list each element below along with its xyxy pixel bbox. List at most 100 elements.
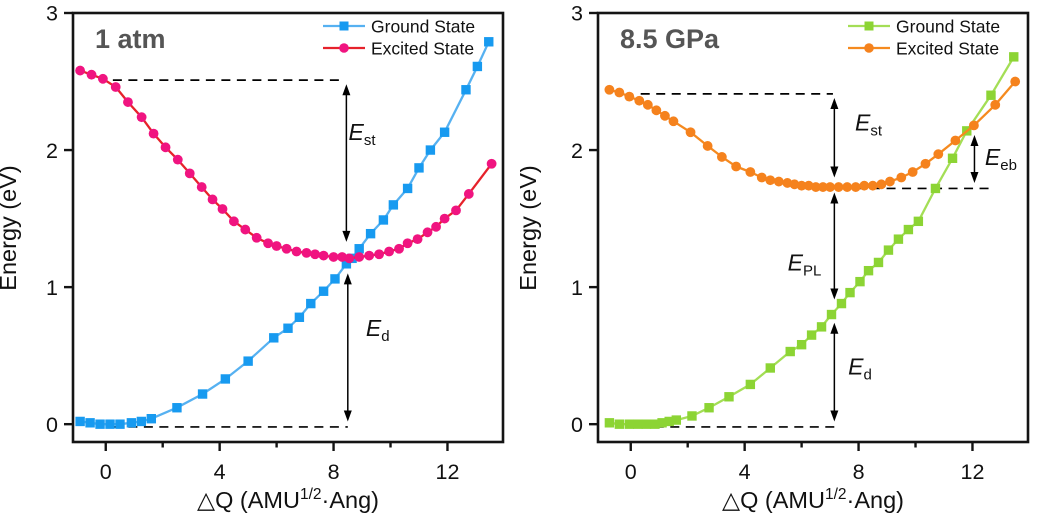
arrowhead-up [342,84,351,96]
excited-marker [867,180,878,191]
ground-marker [816,322,827,332]
ground-marker [115,419,125,429]
ground-marker [903,224,914,235]
energy-label-st: Est [855,110,883,140]
ground-marker [439,127,450,137]
ground-marker [283,323,293,333]
ground-marker [913,216,924,227]
excited-marker [301,247,312,258]
ground-curve [609,56,1015,426]
legend-label: Excited State [371,38,474,58]
y-axis-title: Energy (eV) [0,165,21,290]
excited-marker [990,99,1001,110]
excited-marker [136,112,147,123]
excited-marker [148,128,159,139]
excited-marker [344,253,355,264]
excited-marker [745,167,756,177]
excited-marker [685,127,696,138]
excited-marker [422,227,433,238]
ground-marker [604,418,615,428]
excited-marker [660,110,670,121]
excited-marker [668,116,679,127]
excited-marker [634,95,645,106]
ground-marker [724,392,734,402]
excited-marker [765,175,776,186]
ground-marker [785,346,795,357]
ground-marker [1009,52,1019,62]
excited-marker [850,182,861,192]
ground-marker [243,356,253,366]
ground-marker [883,245,894,255]
excited-marker [384,246,394,257]
x-axis-title: △Q (AMU1/2·Ang) [197,486,379,513]
legend-item-ground: Ground State [323,16,475,36]
pressure-tag: 1 atm [95,24,166,54]
ground-marker [402,183,413,194]
excited-marker [950,135,961,146]
ground-marker [624,419,635,429]
ground-marker [197,389,208,399]
ground-marker [641,419,652,429]
excited-marker [263,238,273,249]
excited-marker [876,179,887,190]
ground-marker [484,37,494,47]
excited-marker [825,182,835,192]
energy-label-PL: EPL [788,249,822,279]
excited-marker [818,182,828,192]
excited-marker [75,65,86,76]
arrowhead-up [970,134,979,146]
energy-arrow [830,192,839,300]
ground-marker [220,374,231,384]
x-tick-label: 0 [100,460,112,484]
ground-marker [136,416,147,427]
excited-marker [810,182,821,192]
ground-marker [704,403,714,413]
energy-label-d: Ed [366,315,390,345]
ground-marker [414,163,424,173]
excited-marker [240,224,251,235]
ground-marker [126,418,137,428]
ground-marker [354,244,364,254]
ground-marker [330,274,340,284]
energy-arrow [830,97,839,178]
ground-marker [425,145,436,155]
y-tick-label: 1 [46,276,58,300]
ground-marker [318,286,329,296]
ground-marker [365,228,376,239]
excited-marker [907,167,918,177]
ground-marker [75,416,85,427]
ground-marker [765,363,775,373]
x-tick-label: 8 [328,460,340,484]
x-tick-label: 0 [625,460,637,484]
excited-marker [281,243,292,254]
energy-label-d: Ed [848,354,872,384]
x-tick-label: 4 [739,460,751,484]
ground-marker [650,419,660,429]
ground-marker [986,90,996,100]
legend-marker [864,43,874,53]
excited-marker [402,238,413,249]
excited-marker [184,168,195,179]
excited-marker [98,73,108,84]
excited-marker [412,234,423,245]
excited-marker [731,161,742,172]
ground-marker [95,419,105,429]
excited-marker [394,243,404,254]
ground-marker [378,215,389,225]
legend-item-excited: Excited State [323,38,474,58]
ground-marker [294,312,305,322]
y-tick-label: 3 [46,2,58,26]
excited-marker [773,176,784,187]
excited-marker [310,249,320,260]
excited-marker [1010,76,1021,87]
ground-marker [863,265,874,276]
excited-marker [364,250,375,261]
ground-marker [806,330,817,340]
excited-marker [968,120,979,131]
ground-marker [472,61,483,72]
excited-marker [884,176,895,187]
energy-arrow [970,134,979,183]
excited-marker [716,152,727,162]
excited-marker [431,221,441,232]
